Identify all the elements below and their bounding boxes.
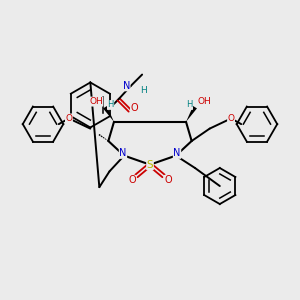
Text: O: O [164, 176, 172, 185]
Text: H: H [186, 100, 193, 109]
Text: S: S [147, 160, 153, 170]
Text: H: H [140, 86, 147, 95]
Text: O: O [128, 176, 136, 185]
Text: N: N [173, 148, 181, 158]
Polygon shape [186, 106, 197, 122]
Text: O: O [130, 103, 138, 113]
Text: OH: OH [197, 97, 211, 106]
Text: OH: OH [89, 97, 103, 106]
Text: O: O [228, 114, 235, 123]
Text: N: N [123, 81, 130, 91]
Polygon shape [103, 106, 114, 122]
Text: H: H [107, 100, 114, 109]
Text: O: O [65, 114, 72, 123]
Text: N: N [119, 148, 127, 158]
